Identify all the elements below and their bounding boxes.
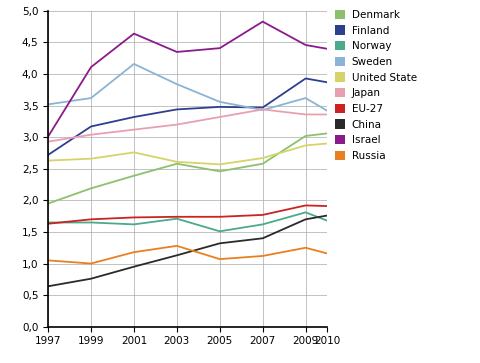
- China: [88, 277, 94, 281]
- EU-27: [131, 215, 136, 220]
- Israel: [324, 46, 329, 51]
- Norway: [216, 229, 222, 233]
- Sweden: [216, 100, 222, 104]
- Finland: [88, 124, 94, 129]
- Sweden: [131, 62, 136, 66]
- Line: China: China: [48, 216, 326, 286]
- China: [302, 217, 308, 221]
- United State: [302, 143, 308, 148]
- Finland: [259, 105, 265, 110]
- Legend: Denmark, Finland, Norway, Sweden, United State, Japan, EU-27, China, Israel, Rus: Denmark, Finland, Norway, Sweden, United…: [335, 10, 416, 161]
- Sweden: [302, 96, 308, 100]
- Denmark: [45, 201, 51, 206]
- Line: Denmark: Denmark: [48, 134, 326, 204]
- Japan: [88, 132, 94, 137]
- Israel: [302, 43, 308, 47]
- Russia: [131, 250, 136, 254]
- Sweden: [259, 108, 265, 112]
- Denmark: [259, 162, 265, 166]
- Russia: [302, 245, 308, 250]
- Russia: [174, 244, 180, 248]
- EU-27: [302, 203, 308, 208]
- China: [131, 265, 136, 269]
- United State: [324, 141, 329, 146]
- China: [259, 236, 265, 240]
- Sweden: [88, 96, 94, 100]
- United State: [216, 162, 222, 167]
- United State: [131, 150, 136, 155]
- Line: Finland: Finland: [48, 78, 326, 155]
- Norway: [88, 220, 94, 225]
- United State: [174, 160, 180, 164]
- Finland: [302, 76, 308, 81]
- Norway: [131, 222, 136, 227]
- Denmark: [131, 174, 136, 178]
- EU-27: [45, 221, 51, 226]
- Finland: [131, 115, 136, 119]
- EU-27: [259, 213, 265, 217]
- Israel: [45, 134, 51, 139]
- Japan: [174, 122, 180, 127]
- Finland: [216, 105, 222, 109]
- Norway: [302, 210, 308, 215]
- Line: United State: United State: [48, 143, 326, 164]
- Sweden: [45, 102, 51, 107]
- Denmark: [174, 162, 180, 166]
- Line: Japan: Japan: [48, 109, 326, 142]
- United State: [45, 158, 51, 163]
- EU-27: [174, 215, 180, 219]
- Japan: [216, 115, 222, 119]
- Japan: [324, 112, 329, 117]
- Israel: [174, 50, 180, 54]
- EU-27: [88, 217, 94, 221]
- Norway: [324, 219, 329, 223]
- Israel: [216, 46, 222, 50]
- Line: Israel: Israel: [48, 22, 326, 136]
- Russia: [324, 251, 329, 256]
- Line: Sweden: Sweden: [48, 64, 326, 111]
- Russia: [216, 257, 222, 261]
- Sweden: [324, 109, 329, 113]
- Japan: [259, 107, 265, 111]
- Finland: [45, 153, 51, 157]
- Israel: [88, 65, 94, 69]
- Norway: [174, 216, 180, 221]
- Norway: [259, 222, 265, 227]
- Line: EU-27: EU-27: [48, 205, 326, 224]
- Japan: [45, 139, 51, 144]
- Denmark: [302, 134, 308, 138]
- United State: [259, 156, 265, 160]
- Japan: [302, 112, 308, 117]
- Denmark: [216, 169, 222, 174]
- Russia: [88, 261, 94, 266]
- Russia: [259, 254, 265, 258]
- EU-27: [324, 204, 329, 208]
- United State: [88, 156, 94, 161]
- Line: Norway: Norway: [48, 212, 326, 231]
- Line: Russia: Russia: [48, 246, 326, 264]
- China: [324, 213, 329, 218]
- Finland: [174, 107, 180, 111]
- Finland: [324, 80, 329, 85]
- Denmark: [88, 186, 94, 191]
- Sweden: [174, 82, 180, 86]
- China: [45, 284, 51, 289]
- China: [216, 241, 222, 245]
- Denmark: [324, 131, 329, 136]
- China: [174, 253, 180, 257]
- EU-27: [216, 215, 222, 219]
- Israel: [259, 20, 265, 24]
- Norway: [45, 220, 51, 225]
- Russia: [45, 258, 51, 262]
- Israel: [131, 32, 136, 36]
- Japan: [131, 127, 136, 132]
